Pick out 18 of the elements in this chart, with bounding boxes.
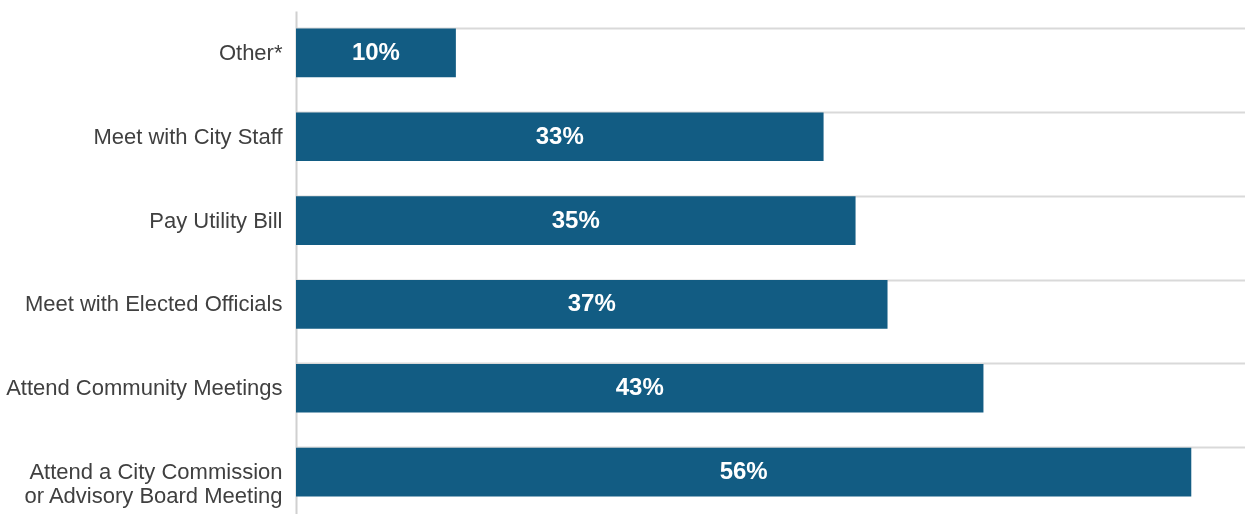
data-label: 33% <box>535 121 584 149</box>
y-tick-label: Meet with Elected Officials <box>24 291 283 317</box>
data-label: 43% <box>615 373 664 401</box>
data-label: 37% <box>567 289 616 317</box>
bar <box>296 363 984 413</box>
y-tick-label: Attend a City Commission or Advisory Board Meeting <box>24 459 283 509</box>
bar <box>296 28 456 78</box>
y-tick-label: Other* <box>218 39 283 65</box>
bar <box>296 196 856 245</box>
bar <box>296 280 888 329</box>
y-tick-label: Meet with City Staff <box>93 123 284 149</box>
data-label: 10% <box>351 37 400 65</box>
y-tick-label: Pay Utility Bill <box>149 207 283 233</box>
bar <box>296 447 1192 497</box>
data-label: 56% <box>719 457 768 485</box>
y-tick-label: Attend Community Meetings <box>6 375 283 401</box>
bar <box>296 112 824 162</box>
data-label: 35% <box>551 205 600 233</box>
